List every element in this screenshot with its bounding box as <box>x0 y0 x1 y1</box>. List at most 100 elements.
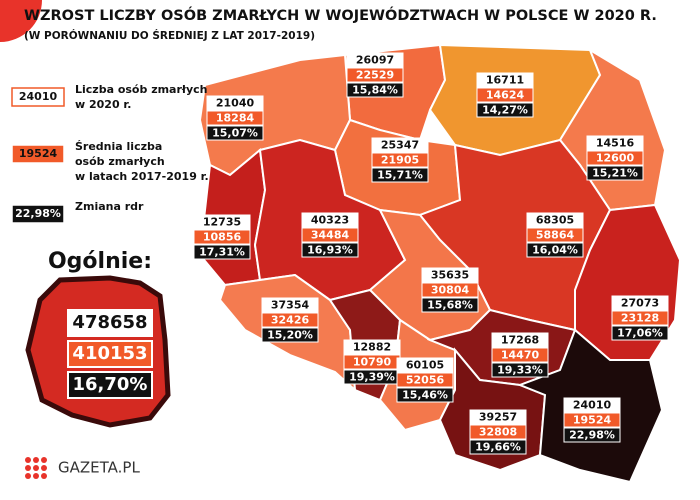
deaths-2020-value: 12882 <box>353 341 391 354</box>
average-value: 14624 <box>486 89 525 102</box>
deaths-2020-box <box>206 95 264 111</box>
average-box <box>476 87 534 103</box>
change-box <box>396 387 454 403</box>
change-box <box>491 362 549 378</box>
change-value: 19,66% <box>475 441 521 454</box>
legend: 24010 Liczba osób zmarłych w 2020 r. 19524 Ś… <box>11 83 209 224</box>
change-box <box>586 165 644 181</box>
average-box <box>611 310 669 326</box>
average-value: 22529 <box>356 69 394 82</box>
change-box <box>421 297 479 313</box>
change-value: 15,20% <box>267 329 313 342</box>
change-value: 17,31% <box>199 246 245 259</box>
change-value: 19,33% <box>497 364 543 377</box>
deaths-2020-value: 24010 <box>573 399 612 412</box>
average-value: 10790 <box>353 356 392 369</box>
change-box <box>193 244 251 260</box>
average-value: 21905 <box>381 154 419 167</box>
legend-swatch <box>11 144 65 164</box>
change-box <box>261 327 319 343</box>
average-box <box>421 282 479 298</box>
average-value: 34484 <box>311 229 350 242</box>
deaths-2020-value: 68305 <box>536 214 574 227</box>
change-value: 15,07% <box>212 127 258 140</box>
logo-dot <box>25 457 31 463</box>
legend-sample: 19524 <box>19 147 58 160</box>
average-value: 58864 <box>536 229 575 242</box>
average-box <box>396 372 454 388</box>
logo-dot <box>33 457 39 463</box>
deaths-2020-box <box>261 297 319 313</box>
legend-swatch <box>11 204 65 224</box>
deaths-2020-value: 17268 <box>501 334 539 347</box>
deaths-2020-value: 26097 <box>356 54 394 67</box>
overall-box <box>67 309 153 337</box>
change-value: 15,46% <box>402 389 448 402</box>
logo-dot <box>25 465 31 471</box>
change-box <box>346 82 404 98</box>
logo-text: GAZETA.PL <box>58 459 140 477</box>
average-box <box>206 110 264 126</box>
deaths-2020-box <box>343 339 401 355</box>
average-value: 12600 <box>596 152 635 165</box>
deaths-2020-box <box>396 357 454 373</box>
change-value: 15,21% <box>592 167 638 180</box>
deaths-2020-box <box>526 212 584 228</box>
deaths-2020-box <box>563 397 621 413</box>
legend-sample: 22,98% <box>15 207 61 220</box>
change-value: 16,93% <box>307 244 353 257</box>
deaths-2020-value: 37354 <box>271 299 310 312</box>
change-box <box>469 439 527 455</box>
average-value: 52056 <box>406 374 445 387</box>
average-value: 30804 <box>431 284 470 297</box>
deaths-2020-box <box>301 212 359 228</box>
average-box <box>346 67 404 83</box>
change-value: 15,71% <box>377 169 423 182</box>
deaths-2020-value: 14516 <box>596 137 635 150</box>
logo-dot <box>41 457 47 463</box>
logo-dot <box>41 465 47 471</box>
legend-text: osób zmarłych <box>75 155 165 168</box>
average-box <box>301 227 359 243</box>
change-box <box>563 427 621 443</box>
legend-swatch <box>11 87 65 107</box>
deaths-2020-box <box>586 135 644 151</box>
average-value: 18284 <box>216 112 255 125</box>
average-box <box>563 412 621 428</box>
deaths-2020-value: 16711 <box>486 74 524 87</box>
change-box <box>526 242 584 258</box>
deaths-2020-value: 27073 <box>621 297 659 310</box>
change-value: 16,04% <box>532 244 578 257</box>
change-value: 19,39% <box>349 371 395 384</box>
change-box <box>476 102 534 118</box>
legend-sample: 24010 <box>19 90 58 103</box>
logo-dot <box>33 473 39 479</box>
change-box <box>301 242 359 258</box>
average-box <box>586 150 644 166</box>
deaths-2020-box <box>476 72 534 88</box>
change-value: 22,98% <box>569 429 615 442</box>
average-box <box>469 424 527 440</box>
average-box <box>261 312 319 328</box>
logo-dot <box>25 473 31 479</box>
deaths-2020-value: 25347 <box>381 139 419 152</box>
overall-box <box>67 340 153 368</box>
change-value: 15,68% <box>427 299 473 312</box>
deaths-2020-box <box>611 295 669 311</box>
region-labels: 26097 22529 15,84% 16711 14624 14,27% 21040 182… <box>193 52 669 455</box>
change-box <box>611 325 669 341</box>
deaths-2020-value: 40323 <box>311 214 349 227</box>
change-box <box>206 125 264 141</box>
deaths-2020-box <box>193 214 251 230</box>
subtitle: (W PORÓWNANIU DO ŚREDNIEJ Z LAT 2017-201… <box>24 29 315 42</box>
legend-text: Zmiana rdr <box>75 200 144 213</box>
overall-label: Ogólnie: <box>48 249 152 274</box>
legend-text: w 2020 r. <box>75 98 131 111</box>
logo-dot <box>33 465 39 471</box>
overall: Ogólnie: 478658 410153 16,70% <box>25 249 171 428</box>
corner-decoration <box>0 0 42 42</box>
deaths-2020-value: 35635 <box>431 269 469 282</box>
deaths-2020-value: 12735 <box>203 216 241 229</box>
deaths-2020-value: 21040 <box>216 97 255 110</box>
deaths-2020-box <box>491 332 549 348</box>
